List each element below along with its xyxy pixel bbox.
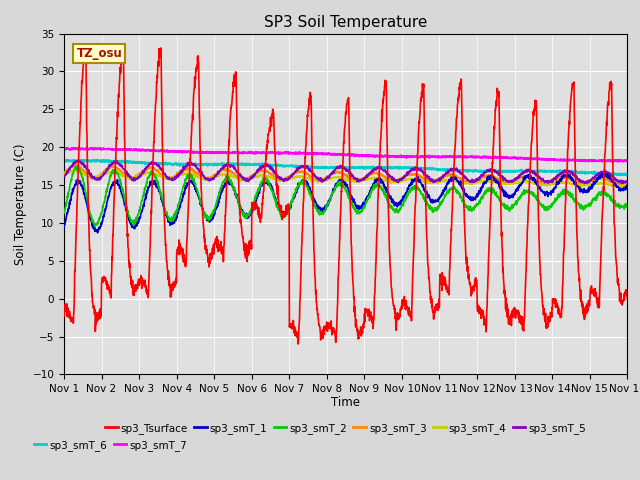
sp3_smT_6 <box>60 158 68 164</box>
sp3_smT_3 <box>589 176 597 182</box>
Line: sp3_smT_6: sp3_smT_6 <box>64 159 627 175</box>
sp3_Tsurface <box>510 310 518 316</box>
sp3_smT_7 <box>623 158 631 164</box>
Line: sp3_smT_2: sp3_smT_2 <box>64 166 627 227</box>
sp3_smT_6 <box>623 171 631 177</box>
sp3_smT_1 <box>574 183 582 189</box>
sp3_smT_6 <box>374 166 382 171</box>
sp3_smT_7 <box>218 151 225 156</box>
sp3_smT_4 <box>374 176 382 181</box>
sp3_smT_3 <box>623 180 631 185</box>
Legend: sp3_smT_6, sp3_smT_7: sp3_smT_6, sp3_smT_7 <box>30 436 191 455</box>
Line: sp3_smT_7: sp3_smT_7 <box>64 148 627 162</box>
sp3_Tsurface <box>362 308 370 314</box>
sp3_smT_6 <box>622 172 630 178</box>
sp3_smT_3 <box>621 182 628 188</box>
Line: sp3_smT_5: sp3_smT_5 <box>64 160 627 183</box>
Title: SP3 Soil Temperature: SP3 Soil Temperature <box>264 15 428 30</box>
sp3_smT_6 <box>574 169 582 175</box>
sp3_smT_7 <box>574 157 582 163</box>
sp3_smT_6 <box>218 161 225 167</box>
sp3_smT_4 <box>613 184 621 190</box>
sp3_Tsurface <box>375 181 383 187</box>
sp3_Tsurface <box>294 341 302 347</box>
sp3_smT_3 <box>218 168 225 174</box>
sp3_Tsurface <box>574 256 582 262</box>
sp3_Tsurface <box>157 45 164 51</box>
sp3_smT_2 <box>375 183 383 189</box>
X-axis label: Time: Time <box>331 396 360 408</box>
Line: sp3_smT_4: sp3_smT_4 <box>64 169 627 187</box>
sp3_smT_5 <box>580 180 588 186</box>
sp3_Tsurface <box>589 292 597 298</box>
sp3_smT_3 <box>60 170 68 176</box>
sp3_smT_2 <box>574 200 582 206</box>
sp3_smT_6 <box>509 168 517 174</box>
Y-axis label: Soil Temperature (C): Soil Temperature (C) <box>14 143 27 265</box>
sp3_smT_4 <box>509 180 517 186</box>
sp3_smT_4 <box>574 182 582 188</box>
sp3_smT_1 <box>60 225 68 231</box>
sp3_smT_5 <box>60 173 68 179</box>
Text: TZ_osu: TZ_osu <box>76 47 122 60</box>
sp3_smT_5 <box>574 176 582 182</box>
sp3_smT_1 <box>623 185 631 191</box>
sp3_smT_7 <box>362 152 370 158</box>
sp3_smT_1 <box>509 191 517 196</box>
sp3_smT_4 <box>218 171 225 177</box>
sp3_smT_3 <box>374 170 382 176</box>
sp3_smT_7 <box>609 159 617 165</box>
sp3_smT_5 <box>362 174 370 180</box>
sp3_smT_2 <box>60 209 68 215</box>
sp3_smT_5 <box>374 165 382 170</box>
sp3_smT_4 <box>623 182 631 188</box>
sp3_smT_1 <box>600 170 608 176</box>
sp3_smT_5 <box>623 178 631 184</box>
sp3_smT_3 <box>574 180 582 185</box>
Line: sp3_smT_3: sp3_smT_3 <box>64 165 627 185</box>
Line: sp3_Tsurface: sp3_Tsurface <box>64 48 627 344</box>
sp3_smT_1 <box>589 181 597 187</box>
sp3_smT_2 <box>589 195 597 201</box>
sp3_smT_1 <box>362 197 370 203</box>
sp3_smT_6 <box>75 156 83 162</box>
sp3_smT_4 <box>362 177 370 182</box>
sp3_smT_4 <box>589 180 597 186</box>
sp3_smT_7 <box>589 157 597 163</box>
sp3_smT_1 <box>94 230 102 236</box>
sp3_smT_5 <box>74 157 82 163</box>
sp3_smT_4 <box>72 167 79 172</box>
sp3_smT_3 <box>509 178 517 183</box>
sp3_smT_1 <box>374 177 382 182</box>
sp3_smT_7 <box>60 147 68 153</box>
sp3_smT_7 <box>374 153 382 159</box>
sp3_smT_6 <box>589 170 597 176</box>
sp3_smT_1 <box>218 190 225 195</box>
sp3_smT_2 <box>510 202 518 207</box>
sp3_smT_4 <box>60 171 68 177</box>
sp3_Tsurface <box>218 244 225 250</box>
sp3_smT_2 <box>91 224 99 229</box>
sp3_smT_5 <box>509 178 517 184</box>
sp3_smT_3 <box>362 175 370 180</box>
sp3_smT_3 <box>70 162 77 168</box>
sp3_smT_5 <box>589 175 597 181</box>
sp3_smT_2 <box>362 200 370 205</box>
sp3_Tsurface <box>60 307 68 313</box>
Line: sp3_smT_1: sp3_smT_1 <box>64 173 627 233</box>
sp3_smT_5 <box>218 167 225 172</box>
sp3_smT_2 <box>218 182 225 188</box>
sp3_smT_7 <box>88 145 96 151</box>
sp3_smT_2 <box>74 163 81 169</box>
sp3_smT_6 <box>362 165 370 171</box>
sp3_smT_2 <box>623 202 631 207</box>
sp3_smT_7 <box>509 155 517 161</box>
sp3_Tsurface <box>623 296 631 301</box>
